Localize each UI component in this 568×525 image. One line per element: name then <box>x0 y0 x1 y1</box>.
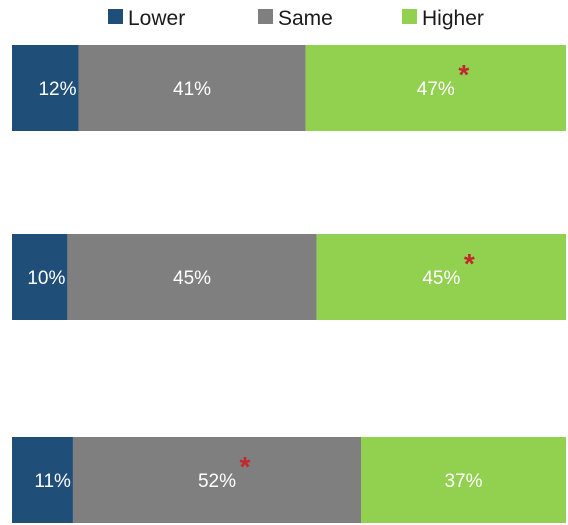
legend-swatch-lower <box>108 9 123 24</box>
legend-swatch-higher <box>402 9 417 24</box>
bar-3-segment-higher <box>361 437 566 523</box>
bar-1-segment-same <box>78 45 306 131</box>
legend-label-higher: Higher <box>422 7 484 30</box>
legend-label-same: Same <box>278 7 333 30</box>
bar-1-label-lower: 12% <box>38 79 76 100</box>
bar-2-label-higher: 45% <box>422 268 460 289</box>
bar-2-label-lower: 10% <box>27 268 65 289</box>
bar-2-segment-lower <box>12 234 68 320</box>
bar-2-segment-same <box>67 234 317 320</box>
bar-1-label-same: 41% <box>173 79 211 100</box>
bar-2-significance-marker: * <box>464 248 475 279</box>
bar-3-label-higher: 37% <box>444 471 482 492</box>
bar-2-segment-higher <box>316 234 566 320</box>
bar-1-label-higher: 47% <box>417 79 455 100</box>
bar-1-significance-marker: * <box>458 59 469 90</box>
bar-3-label-lower: 11% <box>34 471 71 492</box>
bar-3-label-same: 52% <box>198 471 236 492</box>
bar-3-significance-marker: * <box>240 451 251 482</box>
bar-3-segment-same <box>72 437 362 523</box>
bar-2-label-same: 45% <box>173 268 211 289</box>
legend-label-lower: Lower <box>128 7 185 30</box>
bar-1-segment-higher <box>305 45 566 131</box>
legend-swatch-same <box>258 9 273 24</box>
bar-1-segment-lower <box>12 45 79 131</box>
bar-3-segment-lower <box>12 437 73 523</box>
